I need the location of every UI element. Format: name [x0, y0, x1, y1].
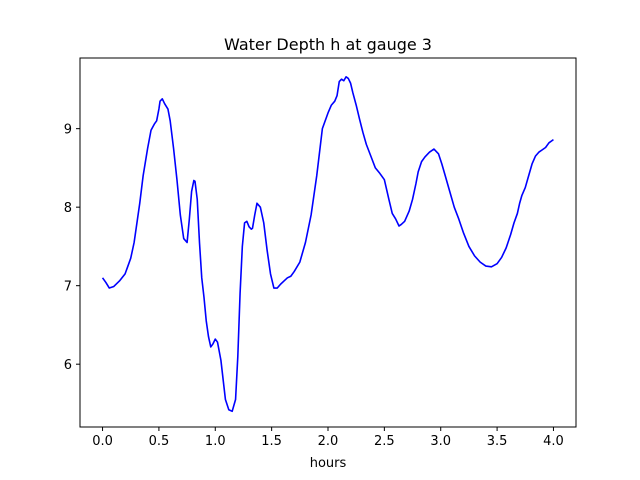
x-tick-label: 1.5 [261, 434, 282, 449]
x-tick-label: 3.5 [487, 434, 508, 449]
x-tick-label: 0.0 [92, 434, 113, 449]
x-tick-label: 4.0 [543, 434, 564, 449]
series-layer [101, 76, 554, 413]
series-line [101, 76, 554, 413]
x-tick-label: 3.0 [430, 434, 451, 449]
x-axis: 0.0 0.5 1.0 1.5 2.0 2.5 3.0 3.5 4.0 [92, 427, 564, 449]
y-tick-label: 8 [64, 201, 72, 216]
x-tick-label: 2.0 [318, 434, 339, 449]
chart-title: Water Depth h at gauge 3 [224, 35, 432, 54]
y-tick-label: 6 [64, 358, 72, 373]
y-tick-label: 9 [64, 123, 72, 138]
x-tick-label: 1.0 [205, 434, 226, 449]
y-axis: 6 7 8 9 [64, 123, 80, 373]
y-tick-label: 7 [64, 280, 72, 295]
x-tick-label: 2.5 [374, 434, 395, 449]
x-tick-label: 0.5 [149, 434, 170, 449]
x-axis-label: hours [310, 456, 347, 471]
